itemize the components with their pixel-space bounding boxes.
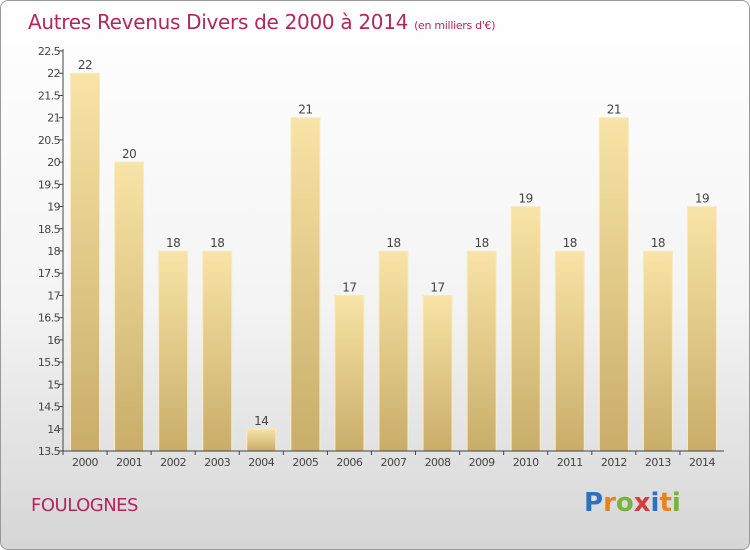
bar [422,294,453,452]
bar [510,206,541,452]
logo-letter: i [671,488,681,518]
bar-value-label: 20 [122,147,136,161]
bar [642,250,673,452]
bar-value-label: 19 [695,192,709,206]
y-tick-label: 21.5 [38,89,61,102]
bar [114,161,145,452]
bar [598,117,629,452]
bar-value-label: 22 [78,58,92,72]
bar-value-label: 17 [430,280,444,294]
y-tick-label: 21 [47,112,60,125]
bar [378,250,409,452]
logo-letter: t [659,488,672,518]
y-tick-label: 22 [47,67,60,80]
x-tick-label: 2012 [601,456,627,469]
y-tick-label: 14 [47,423,60,436]
commune-name: FOULOGNES [31,495,138,516]
logo-letter: o [615,488,634,518]
bar [466,250,497,452]
bar [246,428,277,452]
bar-value-label: 18 [386,236,400,250]
y-tick-label: 19.5 [38,178,61,191]
bar [158,250,189,452]
y-tick-label: 19 [47,201,60,214]
bar-value-label: 18 [166,236,180,250]
logo-letter: r [603,488,616,518]
x-tick-label: 2008 [425,456,451,469]
y-tick-label: 20 [47,156,60,169]
x-tick-label: 2011 [557,456,583,469]
bar-value-label: 21 [298,103,312,117]
bar-value-label: 21 [607,103,621,117]
bar [554,250,585,452]
bar [70,72,101,452]
bar-value-label: 17 [342,280,356,294]
x-tick-label: 2014 [689,456,715,469]
bar-value-label: 18 [210,236,224,250]
bar-value-label: 18 [563,236,577,250]
y-tick-label: 16 [47,334,60,347]
y-tick-label: 15 [47,378,60,391]
x-tick-label: 2002 [160,456,186,469]
x-tick-label: 2003 [204,456,230,469]
bar [202,250,233,452]
bar-value-label: 18 [651,236,665,250]
bar-value-label: 19 [519,192,533,206]
y-tick-label: 20.5 [38,134,61,147]
logo-letter: P [584,488,604,518]
x-tick-label: 2001 [116,456,142,469]
y-tick-label: 14.5 [38,401,61,414]
x-tick-label: 2000 [72,456,98,469]
y-tick-label: 16.5 [38,312,61,325]
bar [334,294,365,452]
x-tick-label: 2006 [336,456,362,469]
y-tick-label: 22.5 [38,45,61,58]
y-tick-label: 15.5 [38,356,61,369]
y-tick-label: 18 [47,245,60,258]
x-tick-label: 2010 [513,456,539,469]
bar-value-label: 18 [474,236,488,250]
y-tick-label: 17.5 [38,267,61,280]
y-tick-label: 17 [47,289,60,302]
logo-letter: i [650,488,660,518]
bar-value-label: 14 [254,414,268,428]
y-tick-label: 18.5 [38,223,61,236]
logo-letter: x [633,488,651,518]
proxiti-logo: Proxiti [584,488,681,518]
x-tick-label: 2013 [645,456,671,469]
bar [686,206,717,452]
chart-subtitle: (en milliers d'€) [414,19,496,32]
bar [290,117,321,452]
x-tick-label: 2004 [248,456,274,469]
chart-title-text: Autres Revenus Divers de 2000 à 2014 [28,10,409,34]
y-tick-label: 13.5 [38,445,61,458]
x-tick-label: 2009 [469,456,495,469]
chart-title: Autres Revenus Divers de 2000 à 2014 (en … [28,10,496,34]
x-tick-label: 2005 [292,456,318,469]
x-tick-label: 2007 [381,456,407,469]
